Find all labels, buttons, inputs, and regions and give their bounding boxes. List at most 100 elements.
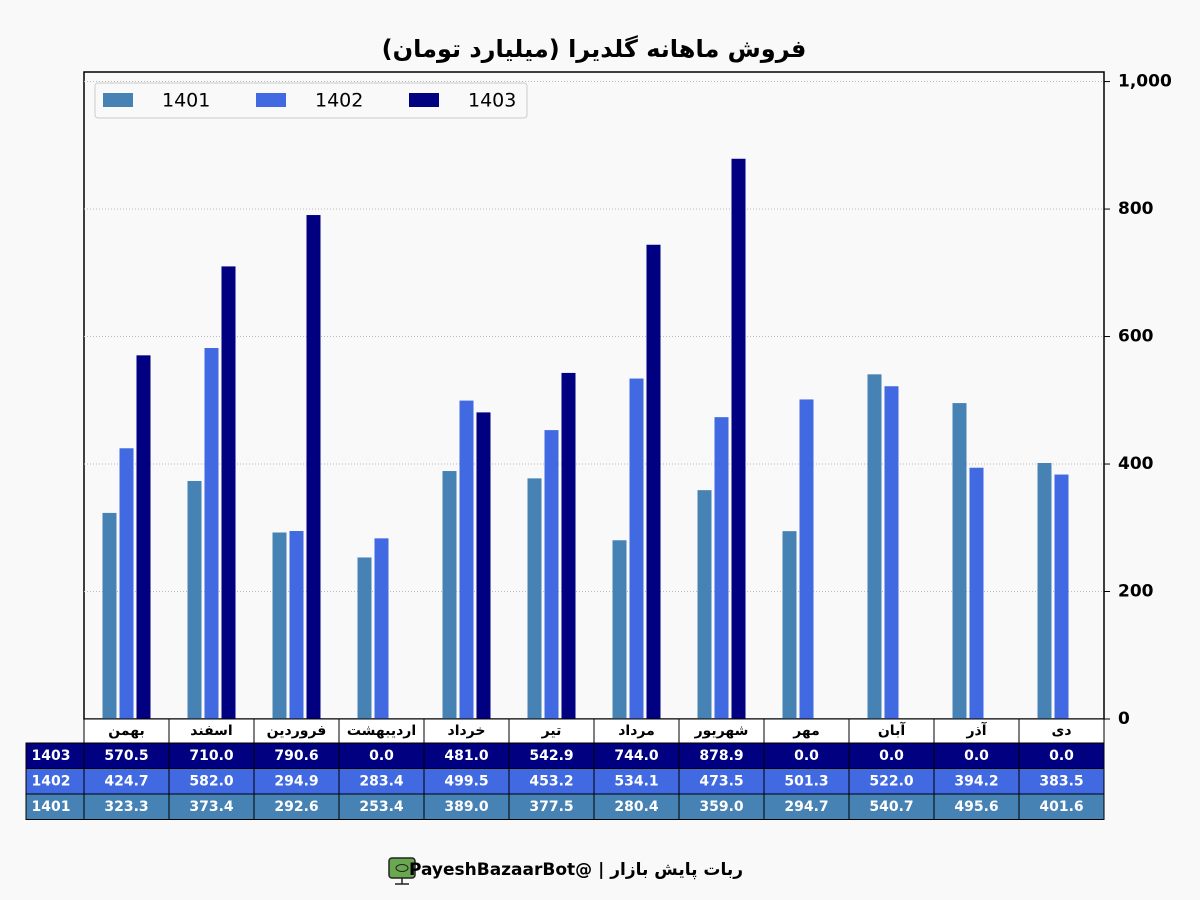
table-cell xyxy=(338,768,425,795)
legend-swatch xyxy=(256,93,286,107)
table-cell xyxy=(593,793,680,820)
table-cell xyxy=(593,742,680,769)
table-value: 481.0 xyxy=(444,748,489,764)
table-value: 377.5 xyxy=(529,799,573,815)
table-value: 495.6 xyxy=(954,799,998,815)
bar xyxy=(442,471,457,719)
footer: ربات پایش بازار | @PayeshBazaarBot xyxy=(409,860,743,880)
bar xyxy=(187,480,202,719)
table-header-cell xyxy=(423,718,510,744)
legend-label: 1402 xyxy=(315,90,363,112)
x-tick-label: بهمن xyxy=(108,723,144,739)
bar xyxy=(1054,474,1069,719)
table-cell xyxy=(423,742,510,769)
table-header-cell xyxy=(593,718,680,744)
table-value: 522.0 xyxy=(869,773,914,789)
table-cell xyxy=(848,768,935,795)
legend-label: 1403 xyxy=(468,90,516,112)
table-value: 280.4 xyxy=(614,799,659,815)
bar xyxy=(612,540,627,719)
table-value: 294.9 xyxy=(274,773,318,789)
bar xyxy=(782,531,797,719)
table-header-cell xyxy=(168,718,255,744)
bar xyxy=(272,532,287,719)
bar xyxy=(204,348,219,719)
table-value: 401.6 xyxy=(1039,799,1083,815)
x-tick-label: دی xyxy=(1051,723,1071,739)
table-value: 424.7 xyxy=(104,773,148,789)
y-tick-label: 400 xyxy=(1118,454,1154,474)
legend-swatch xyxy=(409,93,439,107)
table-cell xyxy=(168,742,255,769)
y-tick-label: 200 xyxy=(1118,582,1154,602)
table-value: 294.7 xyxy=(784,799,828,815)
table-cell xyxy=(933,742,1020,769)
bar xyxy=(357,557,372,719)
table-value: 582.0 xyxy=(189,773,234,789)
table-cell xyxy=(763,768,850,795)
bar xyxy=(136,355,151,719)
table-cell xyxy=(763,793,850,820)
bar xyxy=(646,244,661,719)
bar xyxy=(714,417,729,719)
bar xyxy=(119,448,134,719)
table-cell xyxy=(1018,793,1105,820)
x-tick-label: مرداد xyxy=(618,723,655,739)
table-row-label: 1403 xyxy=(32,748,71,764)
table-row-label: 1401 xyxy=(32,799,71,815)
x-tick-label: شهریور xyxy=(694,723,749,739)
x-tick-label: فروردین xyxy=(267,723,327,739)
bar xyxy=(459,400,474,719)
table-cell xyxy=(83,793,170,820)
x-tick-label: آبان xyxy=(878,721,906,739)
table-value: 253.4 xyxy=(359,799,404,815)
bar xyxy=(527,478,542,719)
y-tick-label: 1,000 xyxy=(1118,72,1172,92)
bar xyxy=(884,386,899,719)
table-row-label: 1402 xyxy=(32,773,71,789)
table-cell xyxy=(423,768,510,795)
table-value: 0.0 xyxy=(369,748,394,764)
table-cell xyxy=(1018,768,1105,795)
table-value: 389.0 xyxy=(444,799,489,815)
bar xyxy=(1037,463,1052,719)
table-value: 373.4 xyxy=(189,799,234,815)
x-tick-label: اردیبهشت xyxy=(347,723,416,739)
bar xyxy=(476,412,491,719)
y-tick-label: 600 xyxy=(1118,327,1154,347)
table-cell xyxy=(423,793,510,820)
x-tick-label: آذر xyxy=(965,721,987,739)
table-cell xyxy=(593,768,680,795)
bar xyxy=(561,372,576,719)
bar xyxy=(867,374,882,719)
bar xyxy=(799,399,814,719)
x-tick-label: اسفند xyxy=(190,723,232,739)
bar xyxy=(289,531,304,719)
footer-icon xyxy=(388,857,416,885)
bar xyxy=(374,538,389,719)
bar xyxy=(697,490,712,719)
table-value: 0.0 xyxy=(879,748,904,764)
table-value: 878.9 xyxy=(699,748,743,764)
table-value: 501.3 xyxy=(784,773,828,789)
table-value: 359.0 xyxy=(699,799,744,815)
bar xyxy=(306,215,321,719)
x-tick-label: مهر xyxy=(792,723,820,739)
table-value: 542.9 xyxy=(529,748,573,764)
table-cell xyxy=(253,793,340,820)
table-cell xyxy=(848,793,935,820)
y-tick-label: 800 xyxy=(1118,199,1154,219)
legend-box xyxy=(94,82,528,119)
table-row-label-cell xyxy=(25,793,85,820)
table-value: 453.2 xyxy=(529,773,573,789)
table-cell xyxy=(83,742,170,769)
legend-swatch xyxy=(103,93,133,107)
bar xyxy=(969,467,984,719)
table-cell xyxy=(1018,742,1105,769)
table-value: 534.1 xyxy=(614,773,658,789)
table-cell xyxy=(678,768,765,795)
table-value: 383.5 xyxy=(1039,773,1083,789)
table-value: 292.6 xyxy=(274,799,318,815)
chart-title: فروش ماهانه گلدیرا (میلیارد تومان) xyxy=(382,35,807,63)
